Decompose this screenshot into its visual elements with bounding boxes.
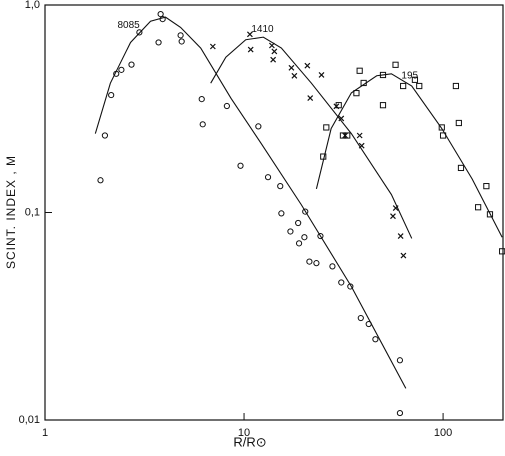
point (483, 183, 490, 190)
point (499, 248, 505, 255)
point (313, 260, 320, 267)
point (452, 82, 460, 90)
fit-curve (315, 73, 503, 238)
y-axis-label: SCINT. INDEX , M (4, 155, 18, 269)
point (307, 95, 314, 101)
point (372, 336, 379, 343)
point (323, 124, 330, 131)
point (356, 67, 363, 74)
point (157, 10, 164, 18)
point (356, 132, 363, 139)
x-tick-label: 10 (238, 427, 250, 439)
point (178, 38, 185, 45)
curve-label: 8085 (117, 20, 140, 31)
y-tick-label: 0,01 (19, 414, 40, 426)
fit-curve (94, 16, 407, 389)
x-tick-label: 100 (434, 427, 452, 439)
point (136, 29, 143, 36)
point (379, 102, 387, 109)
point (353, 90, 360, 97)
point (302, 208, 309, 215)
point (344, 132, 351, 139)
point (357, 314, 364, 322)
point (198, 95, 205, 103)
point (455, 119, 462, 127)
point (400, 252, 407, 259)
point (304, 62, 311, 69)
point (223, 102, 230, 110)
point (396, 357, 404, 364)
point (339, 132, 347, 139)
point (301, 234, 308, 241)
point (390, 213, 396, 220)
point (128, 61, 135, 68)
point (237, 162, 244, 169)
x-tick-label: 1 (42, 427, 48, 439)
point (295, 240, 303, 247)
point (108, 91, 115, 99)
point (416, 82, 423, 90)
point (338, 279, 345, 286)
point (246, 31, 253, 38)
point (270, 56, 277, 63)
point (457, 164, 465, 172)
point (277, 183, 284, 190)
point (278, 210, 285, 217)
point (209, 43, 216, 50)
point (287, 228, 294, 235)
point (438, 124, 445, 131)
point (329, 263, 336, 270)
plot-frame (44, 4, 504, 421)
point (400, 82, 407, 90)
point (101, 132, 109, 139)
point (264, 174, 272, 181)
point (295, 219, 302, 227)
point (317, 232, 324, 240)
curve-label: 195 (401, 70, 418, 81)
point (118, 66, 125, 73)
point (318, 72, 325, 78)
point (411, 76, 419, 83)
point (288, 64, 295, 71)
point (271, 48, 278, 55)
point (338, 115, 345, 122)
y-tick-label: 0,1 (25, 206, 40, 218)
fit-curve (210, 36, 413, 239)
point (306, 258, 313, 265)
point (392, 61, 399, 68)
point (291, 72, 298, 79)
point (396, 409, 404, 417)
point (397, 233, 404, 239)
point (475, 204, 482, 211)
point (247, 46, 254, 53)
point (177, 32, 184, 39)
x-axis-label: R/R⊙ (233, 434, 266, 449)
y-tick-label: 1,0 (25, 0, 40, 11)
curve-label: 1410 (251, 24, 274, 35)
point (199, 121, 206, 128)
point (255, 123, 262, 130)
point (335, 102, 342, 109)
point (155, 39, 162, 46)
point (486, 211, 494, 218)
point (97, 177, 104, 184)
